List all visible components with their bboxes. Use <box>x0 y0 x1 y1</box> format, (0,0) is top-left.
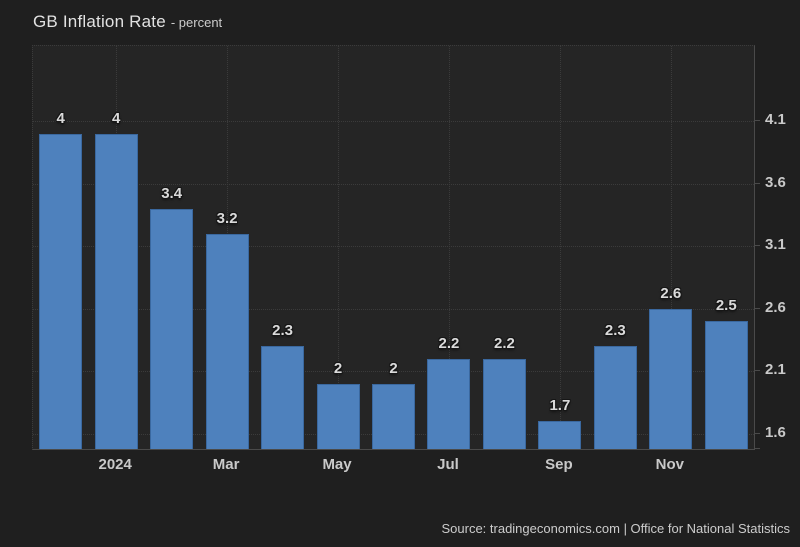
y-axis-label: 3.6 <box>765 173 786 191</box>
y-axis-tick <box>754 370 760 372</box>
gridline-horizontal <box>33 371 754 373</box>
bar-value-label: 2.2 <box>493 334 515 352</box>
bar[interactable] <box>316 383 360 449</box>
bar-value-label: 3.4 <box>161 184 183 202</box>
bar-value-label: 3.2 <box>216 209 238 227</box>
bar-value-label: 2.5 <box>715 297 737 315</box>
bar[interactable] <box>150 208 194 449</box>
gridline-vertical <box>559 46 561 449</box>
y-axis-tick <box>754 120 760 122</box>
bar[interactable] <box>649 308 693 449</box>
bar-value-label: 4 <box>56 109 65 127</box>
bar[interactable] <box>94 133 138 449</box>
bar[interactable] <box>261 346 305 449</box>
bar[interactable] <box>427 358 471 449</box>
y-axis-tick <box>754 432 760 434</box>
y-axis-label: 3.1 <box>765 236 786 254</box>
y-axis-label: 4.1 <box>765 111 786 129</box>
gridline-horizontal <box>33 121 754 123</box>
bar-value-label: 2.6 <box>660 284 682 302</box>
bar-value-label: 2 <box>389 359 398 377</box>
bar[interactable] <box>593 346 637 449</box>
chart-subtitle: - percent <box>170 15 223 30</box>
chart-header: GB Inflation Rate - percent <box>33 12 222 32</box>
gridline-vertical <box>448 46 450 449</box>
x-axis-label: May <box>322 456 352 473</box>
gridline-horizontal <box>33 246 754 248</box>
bar[interactable] <box>704 321 748 449</box>
y-axis-tick <box>754 307 760 309</box>
x-axis-label: 2024 <box>98 456 132 473</box>
bar-value-label: 1.7 <box>549 397 571 415</box>
y-axis-tick <box>754 182 760 184</box>
bar[interactable] <box>205 233 249 449</box>
gridline-horizontal <box>33 183 754 185</box>
y-axis-label: 2.1 <box>765 361 786 379</box>
x-axis-label: Mar <box>212 456 240 473</box>
gridline-vertical <box>338 46 340 449</box>
chart-title: GB Inflation Rate <box>33 12 166 31</box>
source-attribution: Source: tradingeconomics.com | Office fo… <box>441 521 790 536</box>
gridline-vertical <box>670 46 672 449</box>
x-axis-label: Sep <box>545 456 573 473</box>
bar-value-label: 2.2 <box>438 334 460 352</box>
bar[interactable] <box>538 421 582 449</box>
bar-value-label: 2.3 <box>272 322 293 340</box>
y-axis-label: 1.6 <box>765 423 786 441</box>
bar[interactable] <box>482 358 526 449</box>
x-axis-label: Nov <box>655 456 684 473</box>
x-axis-end-tick <box>754 448 760 449</box>
gridline-horizontal <box>33 308 754 310</box>
bar[interactable] <box>39 133 83 449</box>
plot-area: 4 4 3.4 3.2 2.3 2 2 2.2 2.2 1.7 2.3 2.6 2.5 <box>32 45 755 450</box>
y-axis-tick <box>754 245 760 247</box>
y-axis-label: 2.6 <box>765 298 786 316</box>
bar-value-label: 4 <box>112 109 121 127</box>
x-axis-label: Jul <box>437 456 459 473</box>
bar-value-label: 2.3 <box>604 322 626 340</box>
bar-value-label: 2 <box>333 359 343 377</box>
bar[interactable] <box>372 383 415 449</box>
